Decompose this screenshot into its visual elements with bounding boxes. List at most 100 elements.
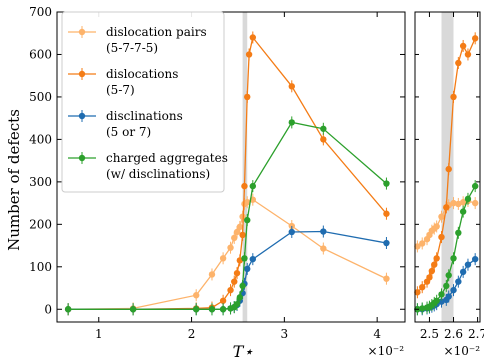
inset-point-1-9 [445, 165, 452, 173]
main-ytick-label-5: 500 [29, 90, 52, 104]
main-point-0-14 [320, 245, 327, 252]
inset-point-3-7 [438, 291, 445, 298]
main-xtick-label-3: 4 [373, 327, 381, 341]
main-axis-ticks: 1 2 3 4 0 100 200 300 400 500 600 700 [29, 5, 405, 341]
inset-point-1-3 [426, 274, 433, 281]
legend-label-1-1: (5-7) [106, 83, 135, 97]
inset-xtick-label-0: 2.5 [420, 327, 439, 341]
main-point-2-13 [288, 228, 295, 236]
legend-marker-3 [78, 154, 86, 162]
inset-point-2-11 [455, 278, 462, 285]
main-point-0-9 [239, 213, 246, 220]
legend-label-2-0: disclinations [106, 109, 183, 123]
main-ytick-label-7: 700 [29, 5, 52, 19]
main-point-2-12 [249, 255, 257, 263]
legend-label-3-0: charged aggregates [106, 151, 228, 165]
main-point-3-4 [219, 306, 227, 313]
main-xtick-label-2: 3 [281, 327, 289, 341]
inset-point-3-8 [443, 282, 450, 290]
main-ytick-label-1: 100 [29, 260, 52, 274]
inset-point-0-0 [414, 243, 421, 250]
inset-axis-ticks: 2.5 2.6 2.7 [415, 11, 484, 341]
inset-point-1-11 [455, 59, 462, 67]
legend-marker-2 [78, 112, 86, 120]
inset-point-0-7 [438, 213, 445, 220]
legend-label-0-1: (5-7-7-5) [106, 41, 158, 55]
legend-label-1-0: dislocations [106, 67, 178, 81]
main-point-3-11 [244, 216, 251, 224]
main-point-0-3 [208, 271, 216, 278]
main-point-1-13 [249, 34, 257, 41]
main-ytick-label-4: 400 [29, 132, 52, 146]
main-xtick-label-1: 2 [188, 327, 196, 341]
main-series-layer [64, 31, 390, 316]
inset-point-1-4 [428, 267, 436, 275]
main-point-0-6 [231, 234, 238, 242]
inset-point-3-13 [464, 195, 472, 203]
inset-point-2-10 [450, 286, 457, 294]
legend-items: dislocation pairs (5-7-7-5) dislocations (5… [68, 25, 228, 181]
main-point-3-0 [64, 306, 72, 313]
inset-point-1-13 [464, 51, 472, 58]
inset-point-0-1 [419, 240, 426, 247]
main-point-0-15 [383, 275, 390, 282]
inset-point-1-8 [443, 204, 450, 211]
legend-label-3-1: (w/ disclinations) [106, 167, 210, 181]
legend-box [61, 11, 225, 193]
main-point-1-10 [241, 182, 248, 190]
inset-point-0-6 [433, 223, 440, 230]
main-point-0-8 [236, 223, 244, 231]
main-ytick-label-0: 0 [44, 302, 52, 316]
main-point-2-15 [383, 239, 390, 247]
inset-point-1-12 [459, 42, 467, 50]
inset-point-1-5 [431, 261, 438, 268]
inset-point-3-1 [419, 305, 426, 312]
main-point-3-9 [239, 282, 246, 290]
inset-point-3-14 [471, 182, 479, 190]
inset-point-0-10 [450, 199, 457, 207]
main-point-1-9 [239, 231, 246, 239]
legend-marker-0 [78, 28, 86, 36]
main-point-0-5 [227, 244, 234, 251]
main-point-1-6 [231, 278, 238, 285]
main-point-1-4 [219, 297, 227, 304]
main-point-1-14 [288, 83, 295, 90]
inset-plot-frame [414, 11, 481, 323]
main-point-1-15 [320, 136, 327, 143]
inset-point-2-13 [464, 261, 472, 268]
inset-point-1-14 [471, 35, 479, 42]
main-point-3-15 [383, 180, 390, 187]
inset-point-3-11 [455, 229, 462, 237]
main-point-1-12 [245, 51, 253, 58]
main-point-0-4 [219, 255, 227, 262]
inset-point-3-12 [459, 208, 467, 215]
inset-point-1-7 [438, 233, 445, 241]
main-point-3-7 [233, 300, 241, 308]
main-point-1-16 [383, 210, 390, 217]
inset-point-2-12 [459, 268, 467, 276]
inset-point-0-14 [471, 199, 479, 207]
inset-point-2-14 [471, 255, 479, 263]
inset-point-2-7 [438, 298, 445, 305]
inset-point-1-0 [414, 289, 421, 296]
main-plot-area: 1 2 3 4 0 100 200 300 400 500 600 700 [29, 5, 406, 341]
main-point-1-7 [233, 269, 241, 277]
main-point-2-14 [320, 228, 327, 235]
main-point-3-3 [208, 306, 216, 313]
main-series-line-3 [68, 121, 387, 310]
inset-point-1-6 [433, 255, 440, 262]
legend-marker-1 [78, 70, 86, 78]
main-point-2-11 [244, 265, 251, 273]
inset-series-layer [414, 32, 479, 316]
main-point-3-12 [249, 182, 257, 190]
main-point-1-5 [227, 286, 234, 294]
main-point-3-1 [129, 306, 137, 313]
main-point-3-14 [320, 125, 327, 132]
x-axis-title: T⋆ [233, 342, 254, 361]
inset-point-0-12 [459, 199, 467, 206]
main-ytick-label-6: 600 [29, 47, 52, 61]
inset-plot-area: 2.5 2.6 2.7 [414, 11, 484, 341]
inset-x-offset-label: ×10⁻² [444, 344, 481, 358]
main-point-0-7 [233, 228, 241, 236]
